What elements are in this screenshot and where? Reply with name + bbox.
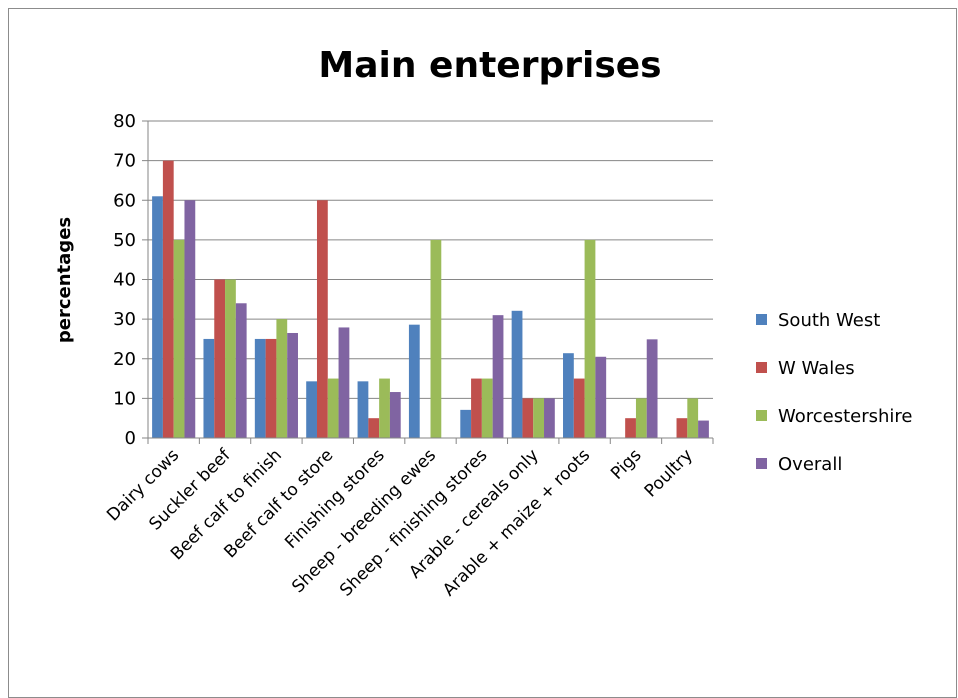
legend: South West W Wales Worcestershire Overall — [756, 310, 913, 475]
bar-w-wales — [316, 200, 328, 438]
y-tick-label: 0 — [125, 428, 136, 449]
y-tick-labels: 0 10 20 30 40 50 60 70 80 — [113, 111, 136, 449]
legend-label: Overall — [778, 454, 842, 475]
bar-w-wales — [265, 338, 277, 438]
bar-south-west — [357, 381, 369, 438]
legend-label: Worcestershire — [778, 406, 913, 427]
bar-w-wales — [368, 418, 380, 438]
bar-worcestershire — [481, 378, 493, 438]
bar-overall — [698, 420, 709, 438]
bar-w-wales — [625, 418, 636, 438]
bar-worcestershire — [584, 239, 596, 438]
bar-overall — [338, 327, 350, 438]
bar-w-wales — [214, 279, 226, 438]
y-tick-label: 50 — [113, 230, 136, 251]
y-tick-label: 80 — [113, 111, 136, 132]
bar-south-west — [511, 310, 523, 438]
legend-swatch — [756, 458, 767, 469]
bar-w-wales — [162, 160, 174, 438]
x-tick-label: Poultry — [641, 445, 697, 501]
legend-swatch — [756, 314, 767, 325]
legend-label: W Wales — [778, 358, 855, 379]
bar-overall — [595, 356, 607, 438]
bar-worcestershire — [173, 239, 185, 438]
bar-overall — [492, 315, 504, 438]
bar-south-west — [152, 196, 163, 438]
bar-south-west — [203, 338, 215, 438]
bar-south-west — [306, 381, 317, 438]
bar-overall — [646, 339, 658, 438]
bar-w-wales — [471, 378, 482, 438]
chart-title: Main enterprises — [318, 45, 661, 86]
bar-overall — [287, 332, 298, 438]
bar-overall — [235, 303, 247, 438]
bar-worcestershire — [379, 378, 390, 438]
x-tick-label: Pigs — [607, 445, 645, 483]
bar-w-wales — [522, 398, 534, 438]
y-tick-label: 20 — [113, 349, 136, 370]
legend-swatch — [756, 410, 767, 421]
bar-south-west — [254, 338, 266, 438]
y-axis-label: percentages — [54, 217, 75, 343]
bar-worcestershire — [225, 279, 236, 438]
bars — [152, 160, 709, 438]
bar-worcestershire — [276, 319, 288, 438]
legend-swatch — [756, 362, 767, 373]
y-tick-label: 70 — [113, 151, 136, 172]
bar-worcestershire — [687, 398, 699, 438]
axes — [142, 120, 714, 444]
bar-south-west — [460, 409, 472, 438]
bar-overall — [389, 392, 401, 438]
bar-worcestershire — [327, 378, 339, 438]
bar-south-west — [408, 324, 420, 438]
bar-overall — [544, 398, 555, 438]
bar-worcestershire — [635, 398, 647, 438]
bar-w-wales — [573, 378, 585, 438]
bar-overall — [184, 200, 196, 438]
y-tick-label: 10 — [113, 388, 136, 409]
legend-label: South West — [778, 310, 880, 331]
bar-worcestershire — [533, 398, 545, 438]
bar-w-wales — [676, 418, 688, 438]
y-tick-label: 30 — [113, 309, 136, 330]
bar-south-west — [563, 353, 574, 438]
bar-worcestershire — [430, 239, 442, 438]
y-tick-label: 40 — [113, 270, 136, 291]
y-tick-label: 60 — [113, 190, 136, 211]
